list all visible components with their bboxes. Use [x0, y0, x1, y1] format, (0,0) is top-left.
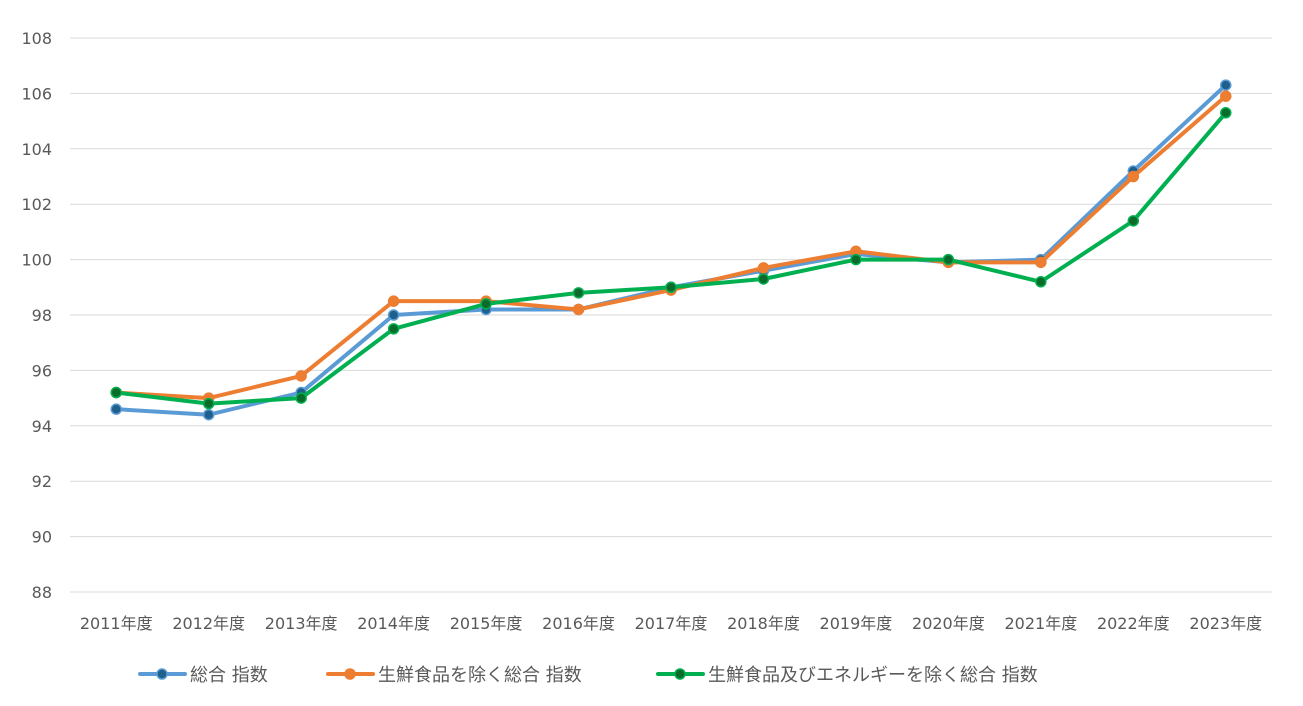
- data-point: [480, 298, 492, 310]
- data-point: [1035, 256, 1047, 269]
- x-tick-label: 2013年度: [265, 614, 338, 633]
- y-tick-label: 100: [21, 251, 52, 270]
- legend-label: 生鮮食品及びエネルギーを除く総合 指数: [708, 665, 1038, 686]
- data-point: [387, 295, 400, 307]
- series-line: [116, 94, 1228, 401]
- legend-marker: [344, 668, 356, 680]
- legend-label: 総合 指数: [190, 665, 268, 686]
- x-tick-label: 2012年度: [172, 614, 245, 633]
- y-tick-label: 106: [21, 84, 52, 103]
- data-point: [850, 253, 862, 266]
- data-point: [202, 408, 215, 421]
- y-tick-label: 102: [21, 195, 52, 214]
- series-line: [115, 111, 1228, 406]
- legend-marker: [156, 668, 168, 680]
- y-tick-label: 104: [21, 140, 52, 159]
- data-point: [110, 386, 122, 399]
- data-point: [757, 262, 770, 274]
- data-point: [1035, 276, 1047, 288]
- x-tick-label: 2014年度: [357, 614, 430, 633]
- data-point: [1220, 107, 1232, 119]
- y-tick-label: 92: [32, 472, 52, 491]
- y-tick-label: 96: [32, 361, 52, 380]
- data-point: [295, 392, 307, 404]
- x-tick-label: 2021年度: [1004, 614, 1077, 633]
- data-point: [1220, 79, 1232, 91]
- x-tick-label: 2011年度: [80, 614, 153, 633]
- data-point: [295, 370, 307, 382]
- data-point: [757, 273, 770, 285]
- data-point: [1127, 170, 1140, 183]
- y-tick-label: 90: [32, 528, 52, 547]
- data-point: [572, 303, 585, 316]
- data-point: [665, 281, 677, 294]
- series-line: [116, 83, 1228, 417]
- x-tick-label: 2018年度: [727, 614, 800, 633]
- x-tick-label: 2017年度: [635, 614, 708, 633]
- data-point: [387, 323, 400, 335]
- data-point: [1127, 215, 1140, 227]
- y-tick-label: 98: [32, 306, 52, 325]
- x-tick-label: 2015年度: [450, 614, 523, 633]
- data-point: [572, 287, 585, 299]
- x-tick-label: 2022年度: [1097, 614, 1170, 633]
- legend-marker: [674, 668, 686, 680]
- y-tick-label: 108: [21, 29, 52, 48]
- x-tick-label: 2019年度: [820, 614, 893, 633]
- data-point: [942, 253, 955, 266]
- data-point: [110, 403, 122, 415]
- data-point: [202, 397, 215, 410]
- x-tick-label: 2020年度: [912, 614, 985, 633]
- data-point: [387, 309, 400, 321]
- data-point: [1220, 90, 1232, 102]
- x-tick-label: 2016年度: [542, 614, 615, 633]
- y-tick-label: 94: [32, 417, 52, 436]
- legend-label: 生鮮食品を除く総合 指数: [378, 665, 582, 686]
- y-tick-label: 88: [32, 583, 52, 602]
- x-tick-label: 2023年度: [1189, 614, 1262, 633]
